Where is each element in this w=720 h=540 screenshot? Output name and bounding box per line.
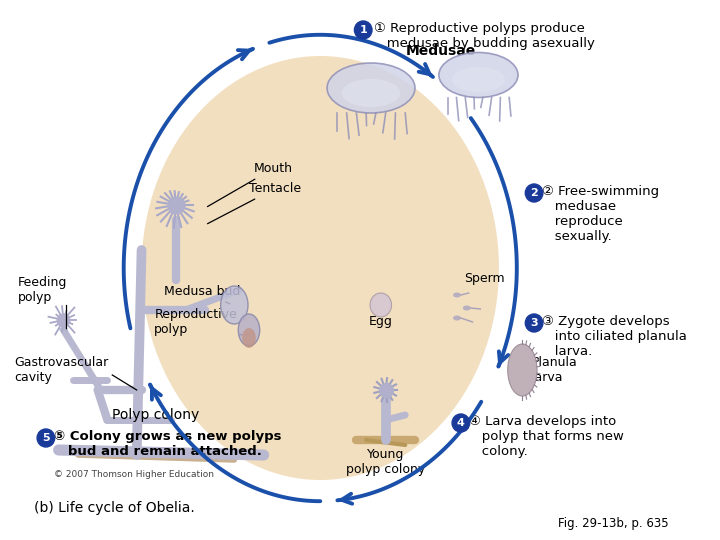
Text: Gastrovascular
cavity: Gastrovascular cavity <box>14 356 109 384</box>
Text: ⑤ Colony grows as new polyps
   bud and remain attached.: ⑤ Colony grows as new polyps bud and rem… <box>54 430 282 458</box>
Ellipse shape <box>463 306 471 310</box>
Circle shape <box>452 414 469 432</box>
Circle shape <box>526 184 543 202</box>
Text: Medusa bud: Medusa bud <box>164 285 240 304</box>
Ellipse shape <box>327 63 415 113</box>
Ellipse shape <box>439 52 518 98</box>
Text: 5: 5 <box>42 433 50 443</box>
Circle shape <box>526 314 543 332</box>
Text: Reproductive
polyp: Reproductive polyp <box>154 308 242 336</box>
Ellipse shape <box>452 67 505 92</box>
Text: ③ Zygote develops
   into ciliated planula
   larva.: ③ Zygote develops into ciliated planula … <box>542 315 687 358</box>
Text: Planula
larva: Planula larva <box>532 356 578 384</box>
Circle shape <box>354 21 372 39</box>
Ellipse shape <box>453 315 461 321</box>
Ellipse shape <box>220 286 248 324</box>
Text: Tentacle: Tentacle <box>207 182 301 224</box>
Text: ① Reproductive polyps produce
   medusae by budding asexually: ① Reproductive polyps produce medusae by… <box>374 22 595 50</box>
Text: Polyp colony: Polyp colony <box>112 408 199 422</box>
Text: Sperm: Sperm <box>464 272 505 285</box>
Text: ② Free-swimming
   medusae
   reproduce
   sexually.: ② Free-swimming medusae reproduce sexual… <box>542 185 659 243</box>
Text: 1: 1 <box>359 25 367 35</box>
Text: Medusae: Medusae <box>406 44 477 58</box>
Text: ④ Larva develops into
   polyp that forms new
   colony.: ④ Larva develops into polyp that forms n… <box>469 415 624 458</box>
Text: © 2007 Thomson Higher Education: © 2007 Thomson Higher Education <box>54 470 214 479</box>
Text: Feeding
polyp: Feeding polyp <box>17 276 67 304</box>
Ellipse shape <box>453 293 461 298</box>
Ellipse shape <box>238 314 260 346</box>
Text: Mouth: Mouth <box>207 162 293 207</box>
Ellipse shape <box>142 56 499 480</box>
Text: 2: 2 <box>530 188 538 198</box>
Ellipse shape <box>508 344 537 396</box>
Ellipse shape <box>242 328 256 348</box>
Text: 4: 4 <box>457 418 465 428</box>
Text: Fig. 29-13b, p. 635: Fig. 29-13b, p. 635 <box>558 516 669 530</box>
Ellipse shape <box>370 293 392 317</box>
Text: Young
polyp colony: Young polyp colony <box>346 448 426 476</box>
Circle shape <box>37 429 55 447</box>
Text: 3: 3 <box>530 318 538 328</box>
Ellipse shape <box>342 79 400 107</box>
Text: Egg: Egg <box>369 315 392 328</box>
Text: (b) Life cycle of Obelia.: (b) Life cycle of Obelia. <box>34 501 195 515</box>
